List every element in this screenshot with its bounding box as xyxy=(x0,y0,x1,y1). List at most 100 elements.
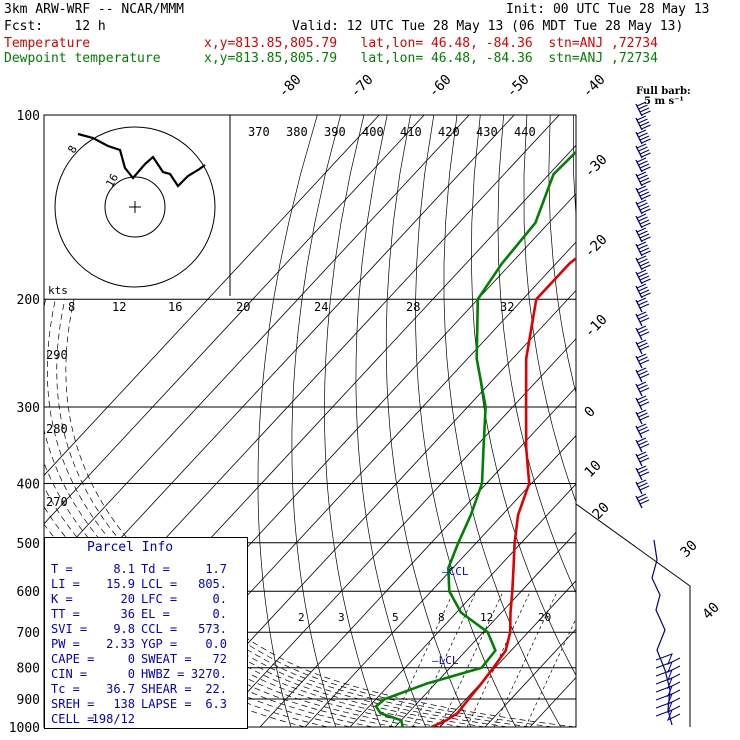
temperature-profile xyxy=(430,256,576,727)
wind-barb-flag xyxy=(638,468,648,474)
wind-barb xyxy=(635,229,643,243)
wind-barb-flag xyxy=(638,118,648,124)
wind-barb-flag xyxy=(641,180,651,186)
wind-barb-flag xyxy=(639,275,650,281)
mixing-ratio-label: 5 xyxy=(392,611,399,624)
wind-barb-flag xyxy=(636,325,647,331)
temperature-tick-label: -70 xyxy=(348,72,377,101)
parcel-info-k1: SVI = xyxy=(51,622,88,636)
wind-barb-flag xyxy=(636,213,647,219)
wind-barb xyxy=(655,677,681,690)
wind-barb-flag xyxy=(636,157,647,163)
mixing-ratio-label: 3 xyxy=(338,611,345,624)
wind-barb-flag xyxy=(638,440,648,446)
parcel-info-k1: CELL = xyxy=(51,712,95,726)
isotherm-line xyxy=(44,115,380,476)
parcel-info-k2: EL = xyxy=(141,607,170,621)
temperature-location: x,y=813.85,805.79 lat,lon= 46.48, -84.36… xyxy=(204,36,658,51)
parcel-info-v2: 0.0 xyxy=(205,637,227,651)
theta-label: 410 xyxy=(400,125,422,139)
wind-barb-flag xyxy=(641,264,651,270)
wind-barb-flag xyxy=(636,241,647,247)
pressure-tick-label: 100 xyxy=(17,109,40,124)
parcel-info-title: Parcel Info xyxy=(87,540,174,555)
wind-barb-flag xyxy=(638,216,648,222)
theta-e-label: 270 xyxy=(46,495,68,509)
wind-barb xyxy=(635,397,643,411)
moist-adiabat xyxy=(46,299,531,727)
isotherm-line xyxy=(349,483,576,727)
parcel-info-row: Tc = 36.7 SHEAR = 22. xyxy=(51,682,227,696)
temperature-tick-label: -60 xyxy=(426,72,455,101)
dewpoint-profile xyxy=(374,150,576,727)
wind-barb xyxy=(655,661,681,674)
wind-barb-flag xyxy=(638,314,648,320)
wind-barb-flag xyxy=(641,236,651,242)
wind-barb-flag xyxy=(636,171,647,177)
lcl-marker: —LCL xyxy=(432,654,459,667)
temperature-tick-label: -50 xyxy=(504,72,533,101)
wind-barb-flag xyxy=(638,202,648,208)
wind-barb-flag xyxy=(641,292,651,298)
parcel-info-panel: Parcel Info T = 8.1 Td = 1.7 LI = 15.9 LCL = 80… xyxy=(44,537,248,729)
wind-barb-flag xyxy=(636,409,647,415)
wind-barb xyxy=(655,709,681,722)
wind-barb-flag xyxy=(639,499,650,505)
wind-barb-flag xyxy=(638,174,648,180)
wind-barb xyxy=(635,439,643,453)
isotherm-line xyxy=(44,115,515,622)
temperature-tick-label: -30 xyxy=(582,152,611,181)
parcel-info-v1: 2.33 xyxy=(106,637,135,651)
wind-barb xyxy=(635,131,643,145)
wind-barb xyxy=(635,383,643,397)
barb-legend-line1: Full barb: xyxy=(636,86,691,97)
hodograph-ring-label: 12 xyxy=(112,300,126,314)
wind-barb xyxy=(635,271,643,285)
temperature-tick-label: 20 xyxy=(590,500,613,523)
temperature-tick-label: -20 xyxy=(582,232,611,261)
parcel-info-row: PW = 2.33 YGP = 0.0 xyxy=(51,637,227,651)
wind-barb-flag xyxy=(636,283,647,289)
wind-barb-flag xyxy=(636,143,647,149)
wind-barb xyxy=(655,685,681,698)
dry-adiabat xyxy=(355,115,427,727)
temperature-tick-label: 40 xyxy=(700,600,723,623)
parcel-info-v2: 1.7 xyxy=(205,562,227,576)
mixing-ratio-label: 12 xyxy=(480,611,493,624)
wind-barb-flag xyxy=(636,269,647,275)
hodograph-ring-label: 32 xyxy=(500,300,514,314)
theta-e-label: 290 xyxy=(46,348,68,362)
wind-barb xyxy=(635,187,643,201)
dry-adiabat xyxy=(597,115,740,727)
wind-barb-flag xyxy=(636,115,647,121)
parcel-info-row: T = 8.1 Td = 1.7 xyxy=(51,562,227,576)
parcel-info-row: LI = 15.9 LCL = 805. xyxy=(51,577,227,591)
parcel-info-k2: SHEAR = xyxy=(141,682,192,696)
isotherm-line xyxy=(169,289,576,727)
parcel-info-v2: 805. xyxy=(198,577,227,591)
wind-barb xyxy=(635,117,643,131)
dry-adiabat xyxy=(291,115,341,727)
parcel-info-k2: LAPSE = xyxy=(141,697,192,711)
wind-barb xyxy=(635,453,643,467)
isotherm-line xyxy=(44,115,425,525)
isotherm-line xyxy=(394,531,576,727)
parcel-info-row: CIN = 0 HWBZ = 3270. xyxy=(51,667,227,681)
dry-adiabat xyxy=(667,115,740,727)
wind-barb xyxy=(655,653,681,666)
temperature-tick-label: 30 xyxy=(678,538,701,561)
wind-barb-flag xyxy=(639,261,650,267)
parcel-info-v2: 6.3 xyxy=(205,697,227,711)
dry-adiabat xyxy=(257,115,318,727)
mixing-ratio-line xyxy=(412,591,477,727)
hodograph-ring-label: 16 xyxy=(168,300,182,314)
wind-barb xyxy=(635,257,643,271)
dry-adiabat xyxy=(324,115,382,727)
isotherm-line xyxy=(304,435,576,727)
wind-barb-flag xyxy=(638,370,648,376)
parcel-info-row: SVI = 9.8 CCL = 573. xyxy=(51,622,227,636)
parcel-info-k2: SWEAT = xyxy=(141,652,192,666)
ccl-marker: —CCL xyxy=(442,565,469,578)
wind-barb-flag xyxy=(639,247,650,253)
theta-label: 400 xyxy=(362,125,384,139)
